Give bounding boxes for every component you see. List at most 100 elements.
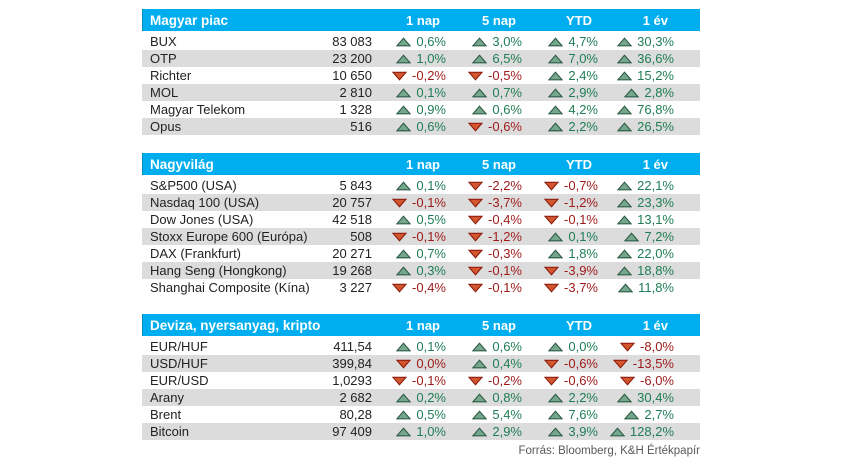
up-arrow-icon: [396, 121, 412, 131]
change-percent: 3,9%: [568, 424, 598, 439]
change-cell: -0,7%: [524, 178, 600, 193]
change-cell: 36,6%: [600, 51, 676, 66]
change-cell: 26,5%: [600, 119, 676, 134]
down-arrow-icon: [468, 215, 484, 225]
up-arrow-icon: [624, 409, 640, 419]
instrument-name: S&P500 (USA): [150, 178, 237, 193]
change-cell: 4,7%: [524, 34, 600, 49]
instrument-name: Opus: [150, 119, 182, 134]
instrument-value: 80,28: [339, 407, 372, 422]
table-magyar-piac: Magyar piac 1 nap 5 nap YTD 1 év BUX 83 0…: [142, 9, 700, 135]
change-cell: 2,2%: [524, 390, 600, 405]
down-arrow-icon: [544, 266, 560, 276]
change-cell: -3,9%: [524, 263, 600, 278]
table-header: Magyar piac 1 nap 5 nap YTD 1 év: [142, 9, 700, 31]
instrument-value: 83 083: [332, 34, 372, 49]
instrument-value: 42 518: [332, 212, 372, 227]
change-percent: -0,1%: [412, 229, 446, 244]
up-arrow-icon: [617, 180, 633, 190]
change-percent: 7,2%: [644, 229, 674, 244]
change-cell: 2,9%: [524, 85, 600, 100]
up-arrow-icon: [472, 87, 488, 97]
change-percent: 0,8%: [492, 390, 522, 405]
down-arrow-icon: [392, 232, 408, 242]
change-cell: 76,8%: [600, 102, 676, 117]
change-cell: 0,0%: [372, 356, 448, 371]
change-percent: 6,5%: [492, 51, 522, 66]
up-arrow-icon: [396, 426, 412, 436]
change-cell: 2,2%: [524, 119, 600, 134]
change-percent: -3,7%: [564, 280, 598, 295]
up-arrow-icon: [617, 197, 633, 207]
change-percent: 0,7%: [416, 246, 446, 261]
change-cell: 0,9%: [372, 102, 448, 117]
up-arrow-icon: [548, 248, 564, 258]
up-arrow-icon: [472, 426, 488, 436]
up-arrow-icon: [396, 53, 412, 63]
change-cell: 0,5%: [372, 212, 448, 227]
down-arrow-icon: [544, 376, 560, 386]
source-note: Forrás: Bloomberg, K&H Értékpapír: [518, 445, 700, 457]
up-arrow-icon: [472, 53, 488, 63]
change-cell: 0,6%: [372, 119, 448, 134]
change-percent: -2,2%: [488, 178, 522, 193]
down-arrow-icon: [544, 283, 560, 293]
change-percent: 26,5%: [637, 119, 674, 134]
change-cell: 18,8%: [600, 263, 676, 278]
change-percent: 0,2%: [416, 390, 446, 405]
up-arrow-icon: [548, 87, 564, 97]
change-percent: 76,8%: [637, 102, 674, 117]
change-percent: 0,7%: [492, 85, 522, 100]
up-arrow-icon: [472, 409, 488, 419]
change-percent: -0,3%: [488, 246, 522, 261]
column-header-1nap: 1 nap: [406, 317, 440, 333]
instrument-name: Brent: [150, 407, 182, 422]
change-percent: 2,7%: [644, 407, 674, 422]
column-header-ytd: YTD: [566, 317, 592, 333]
up-arrow-icon: [396, 104, 412, 114]
up-arrow-icon: [472, 36, 488, 46]
instrument-name: Shanghai Composite (Kína): [150, 280, 310, 295]
change-percent: -0,6%: [564, 373, 598, 388]
change-percent: -13,5%: [632, 356, 674, 371]
change-percent: -0,1%: [488, 280, 522, 295]
change-cell: 2,9%: [448, 424, 524, 439]
instrument-value: 1 328: [339, 102, 372, 117]
down-arrow-icon: [544, 181, 560, 191]
down-arrow-icon: [468, 376, 484, 386]
table-body: BUX 83 083 0,6% 3,0% 4,7% 30,3% OTP 23 200 1,0% 6…: [142, 33, 700, 135]
change-cell: -0,2%: [448, 373, 524, 388]
down-arrow-icon: [544, 198, 560, 208]
change-cell: -8,0%: [600, 339, 676, 354]
instrument-value: 399,84: [332, 356, 372, 371]
change-percent: 0,3%: [416, 263, 446, 278]
up-arrow-icon: [548, 392, 564, 402]
up-arrow-icon: [472, 341, 488, 351]
up-arrow-icon: [396, 248, 412, 258]
instrument-name: Bitcoin: [150, 424, 190, 439]
change-cell: 30,4%: [600, 390, 676, 405]
change-percent: 18,8%: [637, 263, 674, 278]
up-arrow-icon: [548, 104, 564, 114]
down-arrow-icon: [468, 181, 484, 191]
change-percent: 0,6%: [492, 339, 522, 354]
down-arrow-icon: [544, 359, 560, 369]
change-cell: -0,6%: [524, 373, 600, 388]
down-arrow-icon: [544, 215, 560, 225]
table-row: USD/HUF 399,84 0,0% 0,4% -0,6% -13,5%: [142, 355, 700, 372]
change-cell: 15,2%: [600, 68, 676, 83]
up-arrow-icon: [472, 104, 488, 114]
table-title: Deviza, nyersanyag, kripto: [150, 317, 321, 333]
instrument-value: 5 843: [339, 178, 372, 193]
instrument-name: Nasdaq 100 (USA): [150, 195, 260, 210]
up-arrow-icon: [472, 392, 488, 402]
column-header-ytd: YTD: [566, 12, 592, 28]
down-arrow-icon: [612, 359, 628, 369]
table-nagyvilag: Nagyvilág 1 nap 5 nap YTD 1 év S&P500 (U…: [142, 153, 700, 296]
change-cell: 5,4%: [448, 407, 524, 422]
instrument-value: 20 271: [332, 246, 372, 261]
change-cell: 0,5%: [372, 407, 448, 422]
change-percent: 4,2%: [568, 102, 598, 117]
up-arrow-icon: [617, 248, 633, 258]
up-arrow-icon: [396, 214, 412, 224]
